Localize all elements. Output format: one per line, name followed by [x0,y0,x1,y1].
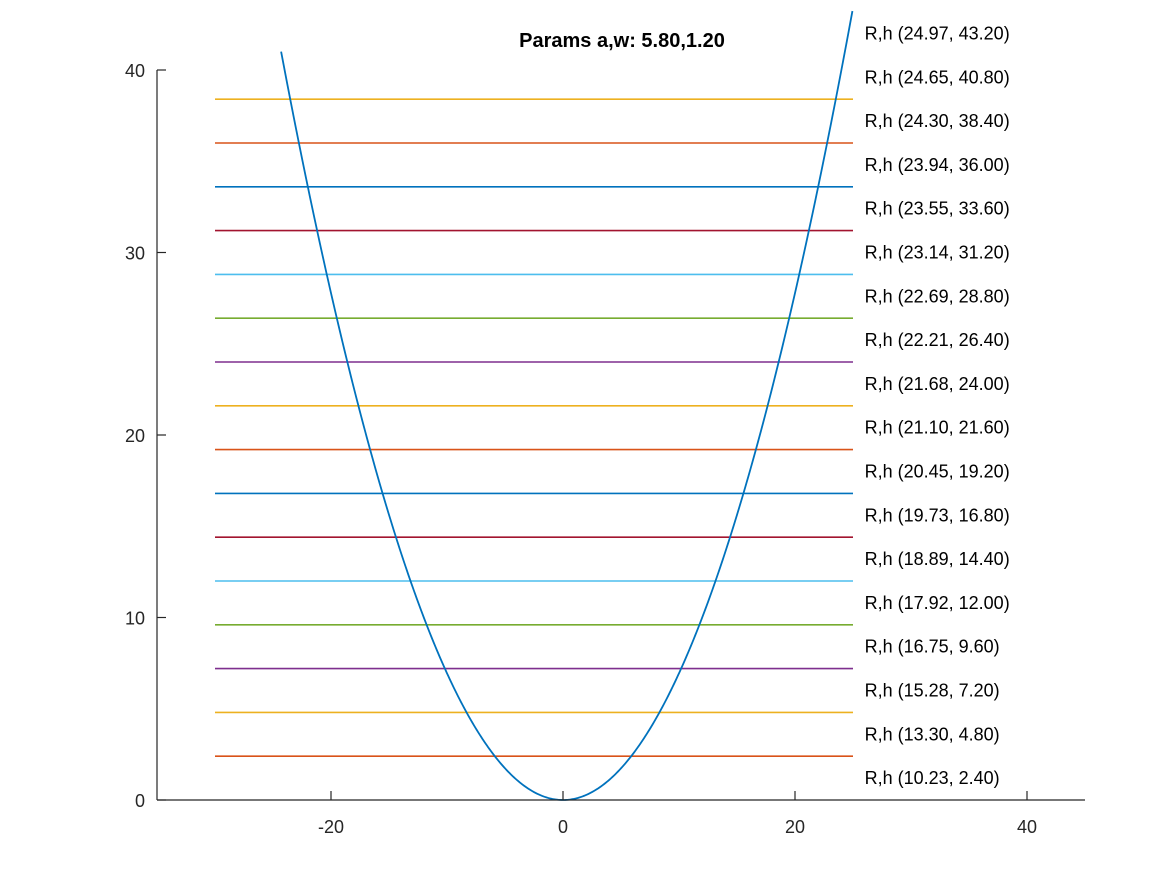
level-label-2: R,h (15.28, 7.20) [865,681,1000,701]
y-tick-label-1: 10 [125,609,145,629]
level-label-6: R,h (19.73, 16.80) [865,505,1010,525]
level-label-1: R,h (13.30, 4.80) [865,724,1000,744]
level-label-7: R,h (20.45, 19.20) [865,462,1010,482]
level-label-0: R,h (10.23, 2.40) [865,768,1000,788]
level-label-13: R,h (23.55, 33.60) [865,199,1010,219]
y-tick-label-4: 40 [125,61,145,81]
x-tick-label-0: -20 [318,817,344,837]
x-tick-label-2: 20 [785,817,805,837]
axes: -20 0 20 40 0 10 20 30 40 [125,61,1085,837]
level-label-12: R,h (23.14, 31.20) [865,243,1010,263]
x-tick-label-3: 40 [1017,817,1037,837]
x-tick-label-1: 0 [558,817,568,837]
level-label-10: R,h (22.21, 26.40) [865,330,1010,350]
level-lines [215,98,853,758]
level-label-9: R,h (21.68, 24.00) [865,374,1010,394]
level-label-16: R,h (24.65, 40.80) [865,67,1010,87]
y-tick-label-0: 0 [135,791,145,811]
y-tick-label-2: 20 [125,426,145,446]
level-label-4: R,h (17.92, 12.00) [865,593,1010,613]
level-label-17: R,h (24.97, 43.20) [865,24,1010,44]
level-label-11: R,h (22.69, 28.80) [865,286,1010,306]
chart-title: Params a,w: 5.80,1.20 [519,30,725,52]
level-annotations: R,h (10.23, 2.40) R,h (13.30, 4.80) R,h (1… [865,24,1010,789]
y-tick-label-3: 30 [125,244,145,264]
level-label-5: R,h (18.89, 14.40) [865,549,1010,569]
level-label-8: R,h (21.10, 21.60) [865,418,1010,438]
level-label-3: R,h (16.75, 9.60) [865,637,1000,657]
level-label-14: R,h (23.94, 36.00) [865,155,1010,175]
level-label-15: R,h (24.30, 38.40) [865,111,1010,131]
